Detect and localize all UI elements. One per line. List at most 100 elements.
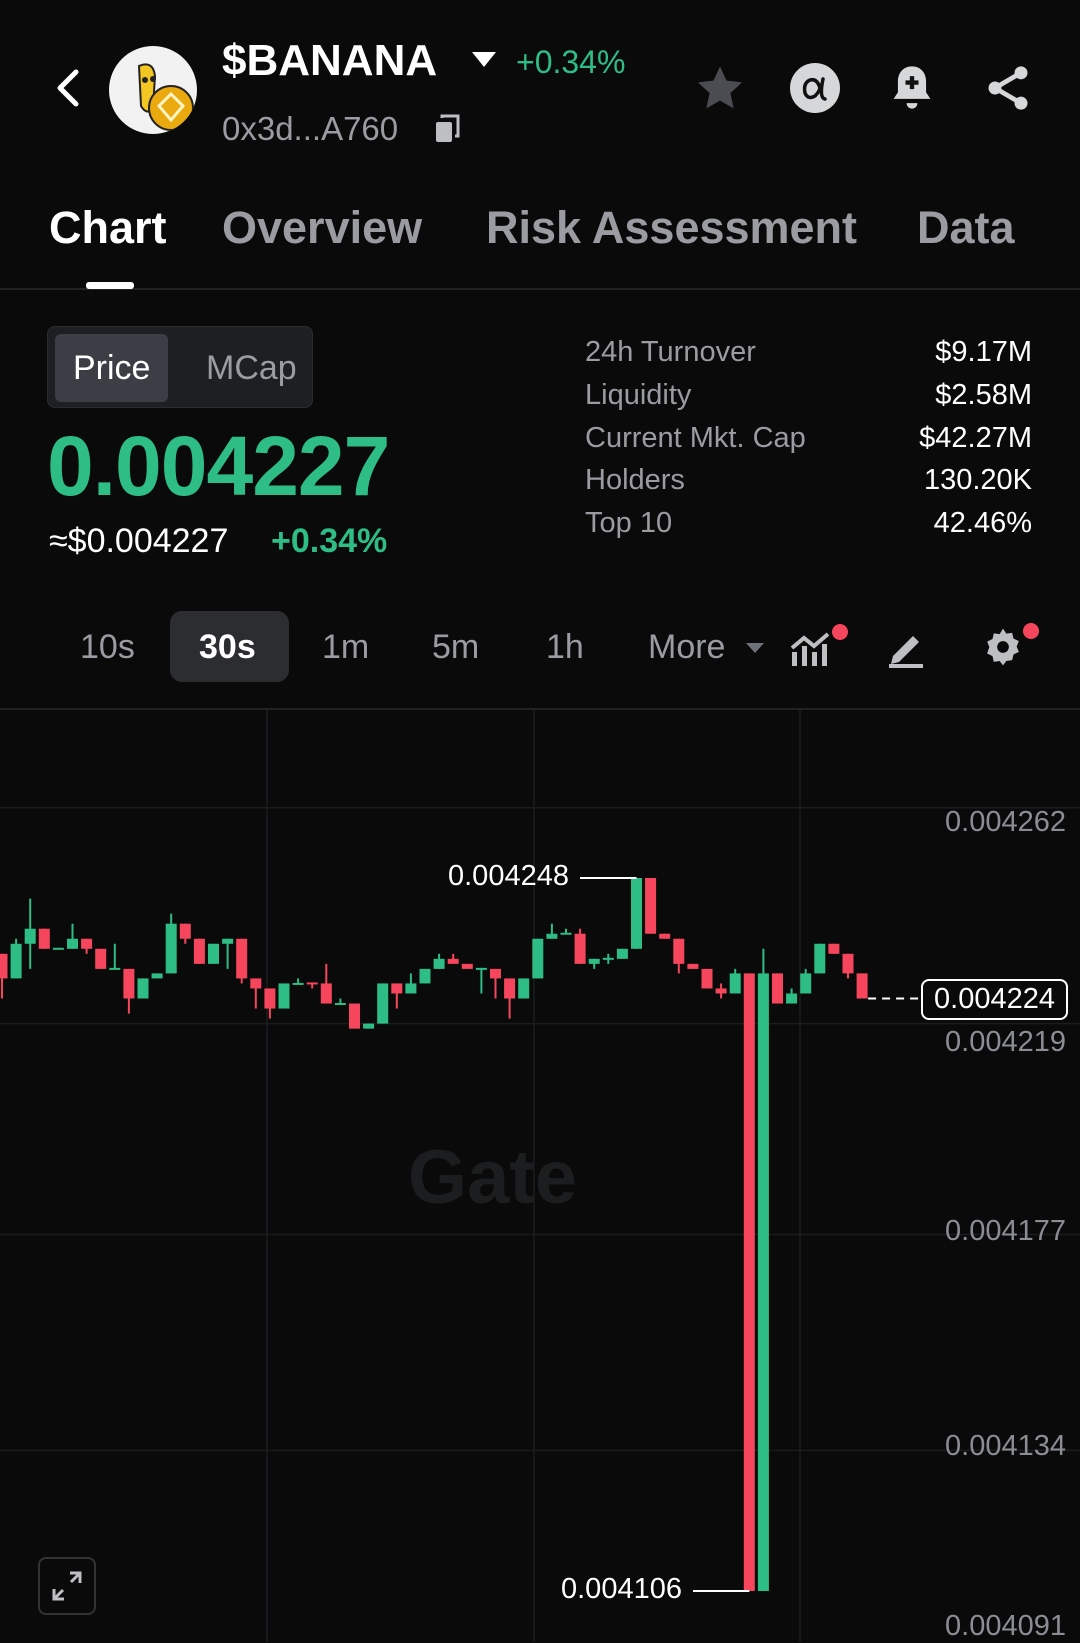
candle-down xyxy=(856,973,868,999)
token-title[interactable]: $BANANA xyxy=(222,36,438,85)
candle-up xyxy=(151,973,163,979)
candle-up xyxy=(292,982,304,985)
expand-icon xyxy=(52,1571,82,1601)
candle-down xyxy=(179,923,191,939)
stat-row: Liquidity $2.58M xyxy=(585,379,1032,419)
alpha-icon[interactable] xyxy=(789,62,841,114)
candle-up xyxy=(208,943,219,964)
back-button[interactable] xyxy=(50,64,86,112)
usd-price: ≈$0.004227 xyxy=(49,522,229,560)
caret-down-icon[interactable] xyxy=(472,52,496,67)
stat-row: Current Mkt. Cap $42.27M xyxy=(585,422,1032,462)
candle-down xyxy=(81,938,93,949)
stat-label: Holders xyxy=(585,464,685,496)
candle-up xyxy=(433,958,445,969)
share-icon[interactable] xyxy=(982,62,1034,114)
candle-down xyxy=(673,938,685,964)
expand-chart-button[interactable] xyxy=(38,1557,96,1615)
tab-chart[interactable]: Chart xyxy=(49,202,167,253)
candle-down xyxy=(743,973,755,1591)
timeframe-1m[interactable]: 1m xyxy=(322,628,370,666)
price-mcap-toggle: Price MCap xyxy=(47,326,313,408)
candle-down xyxy=(828,943,840,954)
candle-down xyxy=(701,968,713,989)
copy-icon[interactable] xyxy=(436,114,460,142)
candle-up xyxy=(109,967,121,970)
candle-up xyxy=(616,948,628,959)
candle-up xyxy=(67,938,78,949)
candle-down xyxy=(391,983,403,994)
candle-down xyxy=(504,978,516,999)
candle-down xyxy=(0,953,8,979)
candle-up xyxy=(24,928,36,944)
timeframe-5m[interactable]: 5m xyxy=(432,628,480,666)
candle-up xyxy=(278,983,290,1009)
header-change: +0.34% xyxy=(516,44,626,80)
candle-down xyxy=(447,958,459,964)
stat-label: Current Mkt. Cap xyxy=(585,422,806,454)
candle-down xyxy=(715,988,727,994)
candle-up xyxy=(377,983,389,1024)
candle-up xyxy=(334,1003,346,1006)
candle-down xyxy=(772,973,783,1004)
timeframe-1h[interactable]: 1h xyxy=(546,628,584,666)
stat-row: 24h Turnover $9.17M xyxy=(585,336,1032,376)
candle-down xyxy=(687,963,699,969)
indicators-icon[interactable] xyxy=(790,624,848,668)
stat-value: $2.58M xyxy=(935,379,1032,411)
candle-up xyxy=(518,978,530,999)
stat-label: Top 10 xyxy=(585,507,673,539)
y-tick-label: 0.004134 xyxy=(945,1430,1066,1462)
candle-down xyxy=(236,938,248,979)
candle-down xyxy=(659,933,671,939)
timeframe-30s[interactable]: 30s xyxy=(199,628,256,666)
notification-dot xyxy=(1023,623,1039,639)
candle-down xyxy=(193,938,205,964)
toggle-mcap[interactable]: MCap xyxy=(206,349,297,387)
candle-down xyxy=(574,933,586,964)
toggle-price[interactable]: Price xyxy=(55,334,169,402)
high-marker-label: 0.004248 xyxy=(448,860,569,892)
candle-down xyxy=(320,983,332,1004)
stat-value: 42.46% xyxy=(933,507,1032,539)
stat-row: Top 10 42.46% xyxy=(585,507,1032,547)
candle-up xyxy=(546,933,558,939)
candle-down xyxy=(123,968,135,999)
timeframe-active-bg xyxy=(170,611,289,682)
candle-up xyxy=(10,943,22,979)
tab-overview[interactable]: Overview xyxy=(222,202,423,253)
stat-label: Liquidity xyxy=(585,379,692,411)
price-change: +0.34% xyxy=(271,522,388,560)
candle-down xyxy=(264,988,276,1009)
y-tick-label: 0.004177 xyxy=(945,1215,1066,1247)
back-icon xyxy=(57,69,79,107)
timeframe-10s[interactable]: 10s xyxy=(80,628,135,666)
settings-gear-icon[interactable] xyxy=(983,623,1039,667)
active-tab-indicator xyxy=(86,282,134,289)
draw-pencil-icon[interactable] xyxy=(887,628,925,668)
y-tick-label: 0.004262 xyxy=(945,806,1066,838)
candle-up xyxy=(475,967,487,970)
candle-up xyxy=(602,957,614,960)
candle-up xyxy=(137,978,149,999)
tab-risk-assessment[interactable]: Risk Assessment xyxy=(486,202,858,253)
candle-down xyxy=(842,953,854,974)
candle-up xyxy=(165,923,177,974)
contract-address: 0x3d...A760 xyxy=(222,110,399,147)
candle-up xyxy=(419,968,431,984)
candle-down xyxy=(349,1003,360,1029)
candle-down xyxy=(645,878,657,934)
candle-up xyxy=(363,1023,375,1029)
timeframe-more[interactable]: More xyxy=(648,628,726,666)
token-logo xyxy=(109,46,197,134)
tab-bar: Chart Overview Risk Assessment Data xyxy=(0,200,1080,290)
star-icon[interactable] xyxy=(694,62,746,114)
stat-value: 130.20K xyxy=(923,464,1032,496)
candle-down xyxy=(461,963,473,969)
candle-up xyxy=(405,983,417,994)
candlestick-chart[interactable]: Gate 0.004262 0.004219 0.004177 0.004134… xyxy=(0,708,1080,1642)
y-tick-label: 0.004091 xyxy=(945,1610,1066,1642)
chart-canvas xyxy=(0,710,1080,1642)
tab-data[interactable]: Data xyxy=(917,202,1015,253)
bell-plus-icon[interactable] xyxy=(886,62,938,114)
